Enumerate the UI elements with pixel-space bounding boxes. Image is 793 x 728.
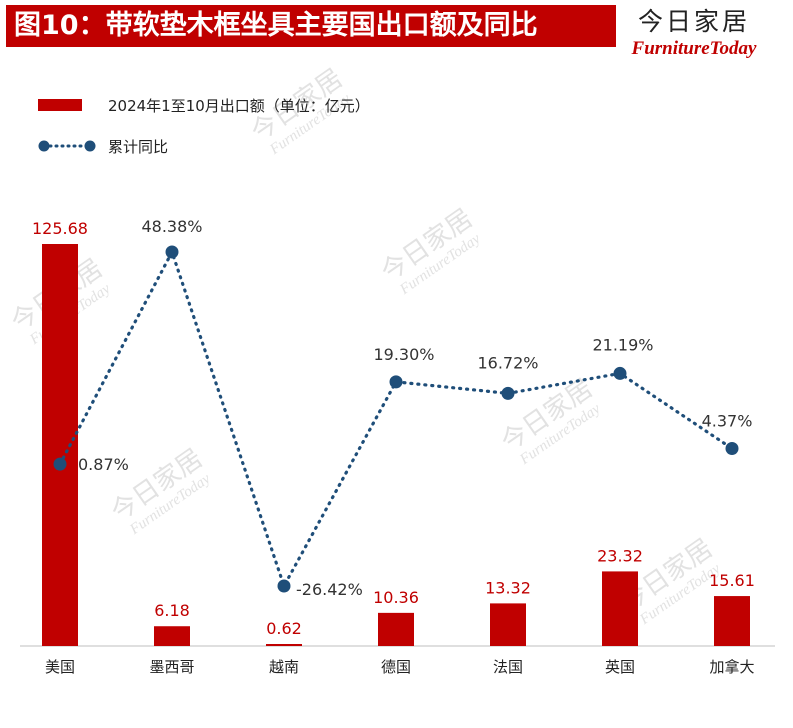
bar-3 xyxy=(378,612,414,646)
yoy-point-6 xyxy=(725,442,739,456)
legend-item-line: 累计同比 xyxy=(38,133,370,159)
bar-data-label: 0.62 xyxy=(266,619,302,638)
x-tick-label: 德国 xyxy=(381,658,411,676)
bar-4 xyxy=(490,603,526,646)
legend-bar-label: 2024年1至10月出口额（单位：亿元） xyxy=(108,96,370,115)
yoy-point-3 xyxy=(389,375,403,389)
yoy-data-label: 19.30% xyxy=(373,345,434,364)
yoy-point-0 xyxy=(53,457,67,471)
yoy-point-5 xyxy=(613,366,627,380)
legend-item-bar: 2024年1至10月出口额（单位：亿元） xyxy=(38,92,370,118)
bar-data-label: 10.36 xyxy=(373,588,419,607)
brand-name-cn: 今日家居 xyxy=(637,7,750,36)
x-tick-label: 越南 xyxy=(269,658,299,676)
chart-title: 图10：带软垫木框坐具主要国出口额及同比 xyxy=(6,5,616,47)
yoy-data-label: 0.87% xyxy=(78,455,129,474)
bar-6 xyxy=(714,596,750,646)
yoy-data-label: -26.42% xyxy=(296,580,363,599)
bar-0 xyxy=(42,244,78,646)
yoy-point-1 xyxy=(165,245,179,259)
legend-line-label: 累计同比 xyxy=(108,137,169,156)
x-tick-label: 加拿大 xyxy=(709,658,754,676)
bar-data-label: 23.32 xyxy=(597,546,643,565)
yoy-series-line xyxy=(58,247,734,590)
bar-2 xyxy=(266,644,302,646)
brand-name-en: FurnitureToday xyxy=(631,38,757,59)
x-tick-label: 墨西哥 xyxy=(149,658,194,676)
bar-5 xyxy=(602,571,638,646)
legend: 2024年1至10月出口额（单位：亿元） 累计同比 xyxy=(38,92,370,174)
legend-line-swatch xyxy=(38,140,96,152)
bar-data-label: 125.68 xyxy=(32,219,88,238)
yoy-point-4 xyxy=(501,386,515,400)
yoy-data-label: 48.38% xyxy=(141,217,202,236)
x-tick-label: 美国 xyxy=(45,658,75,676)
yoy-point-2 xyxy=(277,579,291,593)
bar-data-label: 15.61 xyxy=(709,571,755,590)
bar-1 xyxy=(154,626,190,646)
yoy-data-label: 4.37% xyxy=(702,412,753,431)
yoy-data-label: 16.72% xyxy=(477,353,538,372)
legend-bar-swatch xyxy=(38,99,82,111)
x-tick-label: 法国 xyxy=(493,658,523,676)
yoy-data-label: 21.19% xyxy=(592,335,653,354)
brand-logo: 今日家居 FurnitureToday xyxy=(619,6,769,60)
bar-data-label: 6.18 xyxy=(154,601,190,620)
bar-data-label: 13.32 xyxy=(485,578,531,597)
x-tick-label: 英国 xyxy=(605,658,635,676)
